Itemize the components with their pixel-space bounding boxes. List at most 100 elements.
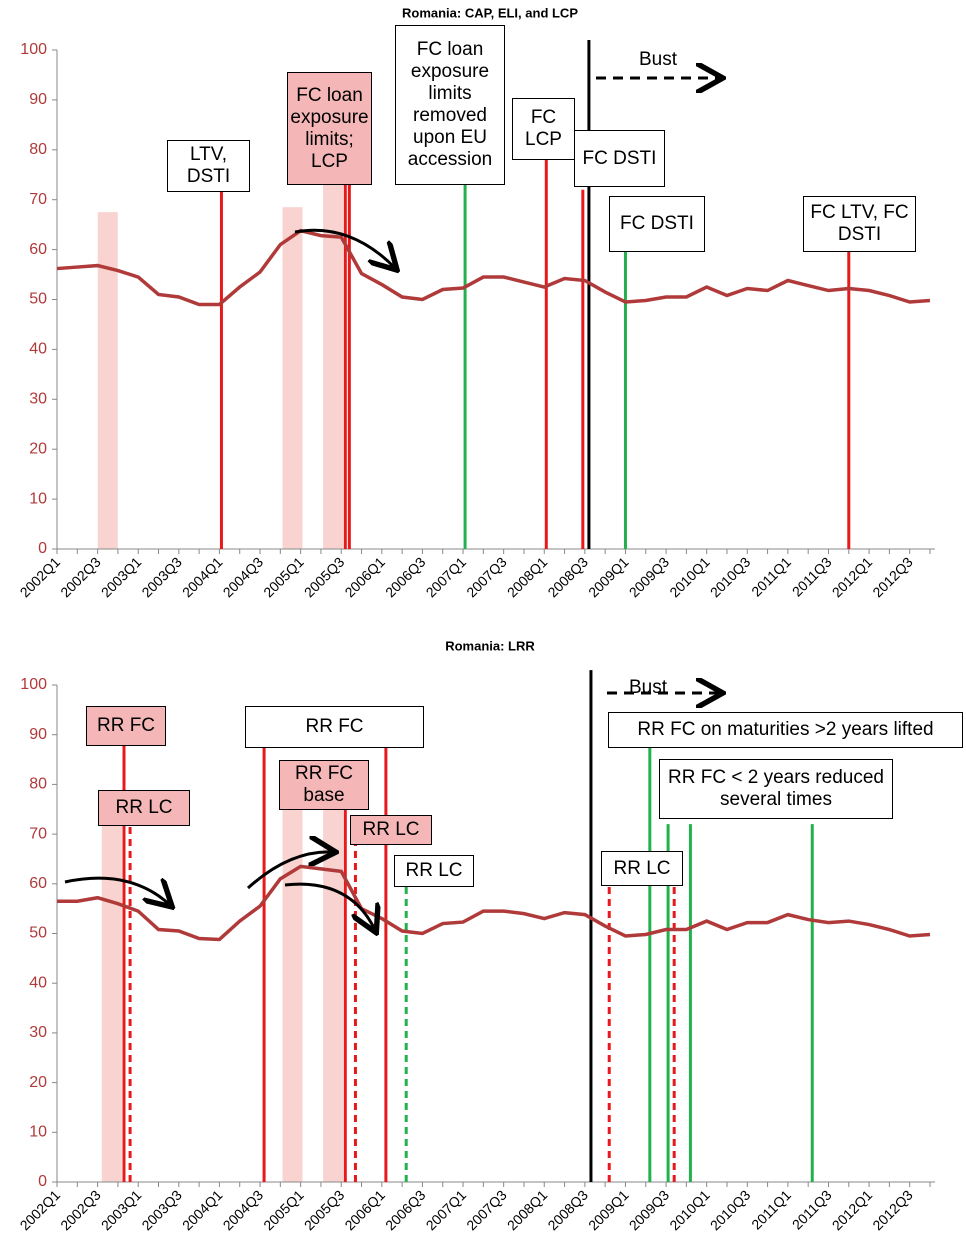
x-tick-label: 2007Q3 (463, 554, 510, 601)
annotation-box: RR FC (245, 706, 424, 748)
x-tick-label: 2004Q3 (220, 1187, 267, 1234)
annotation-box: RR LC (601, 851, 683, 886)
y-tick-label: 0 (38, 540, 47, 557)
annotation-box: FC LTV, FC DSTI (803, 196, 916, 252)
x-tick-label: 2005Q1 (260, 554, 307, 601)
y-tick-label: 90 (29, 91, 47, 108)
x-tick-label: 2005Q1 (260, 1187, 307, 1234)
annotation-box: RR FC base (279, 760, 369, 810)
x-tick-label: 2012Q3 (869, 1187, 916, 1234)
y-tick-label: 20 (29, 1074, 47, 1091)
y-tick-label: 70 (29, 825, 47, 842)
x-tick-label: 2011Q3 (789, 554, 835, 600)
y-tick-label: 90 (29, 726, 47, 743)
x-tick-label: 2007Q3 (463, 1187, 510, 1234)
data-line (56, 228, 931, 307)
x-tick-label: 2010Q3 (707, 554, 754, 601)
annotation-box: RR LC (98, 790, 190, 826)
x-tick-label: 2008Q1 (504, 554, 551, 601)
y-tick-label: 30 (29, 1024, 47, 1041)
annotation-box: FC loan exposure limits; LCP (287, 72, 372, 185)
bust-label: Bust (639, 49, 678, 70)
x-tick-label: 2004Q3 (220, 554, 267, 601)
x-tick-label: 2005Q3 (301, 1187, 348, 1234)
x-tick-label: 2010Q1 (666, 554, 713, 601)
annotation-box: RR FC < 2 years reduced several times (659, 759, 893, 819)
x-tick-label: 2008Q1 (504, 1187, 551, 1234)
x-tick-label: 2006Q1 (341, 554, 388, 601)
y-tick-label: 60 (29, 241, 47, 258)
y-tick-label: 80 (29, 776, 47, 793)
y-tick-label: 70 (29, 191, 47, 208)
y-tick-label: 100 (20, 41, 47, 58)
x-tick-label: 2007Q1 (423, 554, 470, 601)
x-tick-label: 2008Q3 (544, 554, 591, 601)
annotation-box: LTV, DSTI (167, 140, 250, 192)
chart-title: Romania: LRR (445, 638, 535, 653)
annotation-box: FC DSTI (609, 196, 705, 252)
y-tick-label: 10 (29, 1124, 47, 1141)
x-tick-label: 2003Q1 (98, 1187, 145, 1234)
annotation-box: RR FC on maturities >2 years lifted (608, 712, 963, 748)
x-tick-label: 2006Q3 (382, 1187, 429, 1234)
annotation-box: RR LC (394, 855, 474, 887)
x-tick-label: 2006Q3 (382, 554, 429, 601)
y-tick-label: 80 (29, 141, 47, 158)
x-tick-label: 2010Q3 (707, 1187, 754, 1234)
annotation-box: RR FC (86, 706, 166, 746)
y-tick-label: 10 (29, 490, 47, 507)
x-tick-label: 2009Q1 (585, 554, 632, 601)
x-tick-label: 2002Q1 (17, 1187, 64, 1234)
x-tick-label: 2009Q3 (626, 554, 673, 601)
shaded-period (323, 809, 344, 1182)
shaded-period (97, 212, 118, 550)
x-tick-label: 2012Q1 (829, 1187, 876, 1234)
arrow (64, 876, 170, 905)
x-tick-label: 2004Q1 (179, 554, 226, 601)
annotation-box: RR LC (350, 815, 432, 845)
x-tick-label: 2003Q1 (98, 554, 145, 601)
x-tick-label: 2011Q1 (748, 554, 794, 600)
x-tick-label: 2003Q3 (138, 554, 185, 601)
shaded-period (282, 809, 303, 1182)
arrow (294, 228, 395, 268)
x-tick-label: 2008Q3 (544, 1187, 591, 1234)
x-tick-label: 2012Q3 (869, 554, 916, 601)
x-tick-label: 2009Q1 (585, 1187, 632, 1234)
x-tick-label: 2002Q3 (57, 1187, 104, 1234)
x-tick-label: 2011Q3 (789, 1187, 835, 1233)
annotation-box: FC loan exposure limits removed upon EU … (395, 25, 505, 185)
x-tick-label: 2010Q1 (666, 1187, 713, 1234)
y-tick-label: 30 (29, 391, 47, 408)
y-tick-label: 40 (29, 974, 47, 991)
x-tick-label: 2006Q1 (341, 1187, 388, 1234)
shaded-period (101, 809, 122, 1182)
x-tick-label: 2002Q3 (57, 554, 104, 601)
x-tick-label: 2002Q1 (17, 554, 64, 601)
y-tick-label: 50 (29, 291, 47, 308)
shaded-period (282, 207, 303, 549)
y-tick-label: 0 (38, 1173, 47, 1190)
shaded-period (323, 184, 344, 550)
x-tick-label: 2011Q1 (748, 1187, 794, 1233)
bust-label: Bust (629, 677, 668, 698)
chart-title: Romania: CAP, ELI, and LCP (402, 5, 578, 20)
x-tick-label: 2012Q1 (829, 554, 876, 601)
x-tick-label: 2004Q1 (179, 1187, 226, 1234)
y-tick-label: 60 (29, 875, 47, 892)
x-tick-label: 2003Q3 (138, 1187, 185, 1234)
arrow (246, 852, 333, 890)
y-tick-label: 20 (29, 440, 47, 457)
annotation-box: FC DSTI (574, 130, 665, 187)
x-tick-label: 2007Q1 (423, 1187, 470, 1234)
y-tick-label: 100 (20, 676, 47, 693)
arrow (284, 882, 375, 930)
y-tick-label: 40 (29, 341, 47, 358)
x-tick-label: 2005Q3 (301, 554, 348, 601)
x-tick-label: 2009Q3 (626, 1187, 673, 1234)
y-tick-label: 50 (29, 925, 47, 942)
data-line (57, 864, 931, 942)
annotation-box: FC LCP (512, 98, 575, 160)
